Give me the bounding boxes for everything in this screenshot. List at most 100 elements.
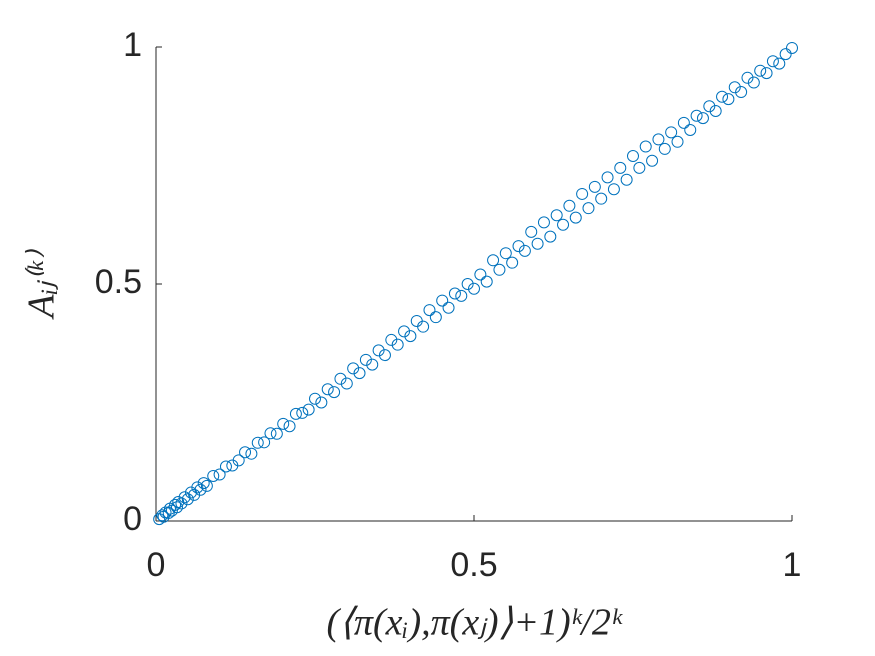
scatter-point <box>213 468 226 481</box>
scatter-point <box>557 218 570 231</box>
scatter-point <box>334 372 347 385</box>
scatter-point <box>162 506 175 519</box>
scatter-point <box>258 436 271 449</box>
scatter-point <box>378 349 391 362</box>
scatter-point <box>773 57 786 70</box>
scatter-point <box>156 509 169 522</box>
x-tick-label: 0 <box>147 546 166 584</box>
scatter-point <box>391 338 404 351</box>
scatter-point <box>328 386 341 399</box>
y-axis-label: Aᵢⱼ⁽ᵏ⁾ <box>21 249 63 321</box>
scatter-point <box>766 55 779 68</box>
scatter-point <box>404 330 417 343</box>
scatter-point <box>684 123 697 136</box>
scatter-point <box>178 491 191 504</box>
scatter-point <box>563 199 576 212</box>
scatter-point <box>633 161 646 174</box>
scatter-point <box>537 216 550 229</box>
scatter-point <box>277 417 290 430</box>
scatter-point <box>646 154 659 167</box>
scatter-point <box>595 192 608 205</box>
scatter-point <box>786 41 798 54</box>
scatter-point <box>385 333 398 346</box>
scatter-point <box>728 81 741 94</box>
scatter-point <box>270 427 283 440</box>
x-axis-label: (⟨π(xᵢ),π(xⱼ)⟩+1)ᵏ/2ᵏ <box>326 602 622 644</box>
x-tick-label: 1 <box>783 546 802 584</box>
scatter-point <box>232 454 245 467</box>
scatter-point <box>754 64 767 77</box>
scatter-point <box>747 76 760 89</box>
scatter-point <box>690 109 703 122</box>
scatter-point <box>506 256 519 269</box>
scatter-point <box>461 278 474 290</box>
scatter-point <box>169 498 182 511</box>
scatter-point <box>550 209 563 222</box>
scatter-point <box>194 483 207 496</box>
scatter-point <box>576 187 589 200</box>
y-tick-label: 0.5 <box>95 263 142 301</box>
scatter-point <box>219 460 232 473</box>
scatter-point <box>652 133 665 146</box>
scatter-point <box>544 230 557 243</box>
scatter-point <box>779 48 792 61</box>
scatter-point <box>716 90 729 103</box>
scatter-point <box>264 427 277 440</box>
scatter-point <box>607 183 620 196</box>
scatter-point <box>620 173 633 186</box>
scatter-point <box>512 240 525 253</box>
scatter-point <box>315 396 328 409</box>
scatter-point <box>410 314 423 327</box>
scatter-point <box>601 171 614 184</box>
scatter-point <box>302 403 315 416</box>
scatter-point <box>191 481 204 494</box>
scatter-point <box>588 180 601 193</box>
y-tick-label: 1 <box>123 26 142 64</box>
scatter-point <box>474 268 487 281</box>
scatter-point <box>289 407 302 420</box>
scatter-point <box>417 320 430 333</box>
scatter-point <box>696 112 709 125</box>
scatter-point <box>677 116 690 129</box>
scatter-point <box>760 67 773 80</box>
scatter-point <box>181 493 194 506</box>
scatter-point <box>321 383 334 396</box>
scatter-point <box>531 237 544 250</box>
scatter-point <box>200 479 213 492</box>
scatter-point <box>340 377 353 390</box>
scatter-point <box>582 202 595 215</box>
scatter-point <box>658 142 671 155</box>
scatter-point <box>309 392 321 405</box>
scatter-point <box>671 135 684 148</box>
scatter-point <box>722 93 735 106</box>
scatter-point <box>665 126 678 139</box>
scatter-point <box>709 104 722 117</box>
scatter-point <box>359 353 372 366</box>
scatter-point <box>353 367 366 380</box>
scatter-point <box>480 275 493 288</box>
scatter-point <box>735 86 748 99</box>
scatter-point <box>487 254 500 267</box>
x-tick-label: 0.5 <box>450 546 497 584</box>
scatter-point <box>448 287 461 300</box>
scatter-point <box>170 501 183 514</box>
scatter-point <box>398 325 411 338</box>
scatter-point <box>366 358 379 371</box>
scatter-point <box>423 304 436 317</box>
scatter-point <box>436 294 449 307</box>
scatter-point <box>525 225 538 238</box>
scatter-point <box>175 497 188 510</box>
scatter-point <box>442 301 455 314</box>
scatter-point <box>239 446 252 459</box>
scatter-point <box>703 100 716 113</box>
scatter-point <box>296 406 309 419</box>
scatter-point <box>499 247 512 260</box>
scatter-point <box>245 447 258 460</box>
scatter-point <box>347 362 360 375</box>
scatter-point <box>569 211 582 224</box>
scatter-point <box>639 140 652 153</box>
scatter-point <box>468 282 480 295</box>
scatter-point <box>207 469 220 482</box>
scatter-point <box>614 161 627 174</box>
